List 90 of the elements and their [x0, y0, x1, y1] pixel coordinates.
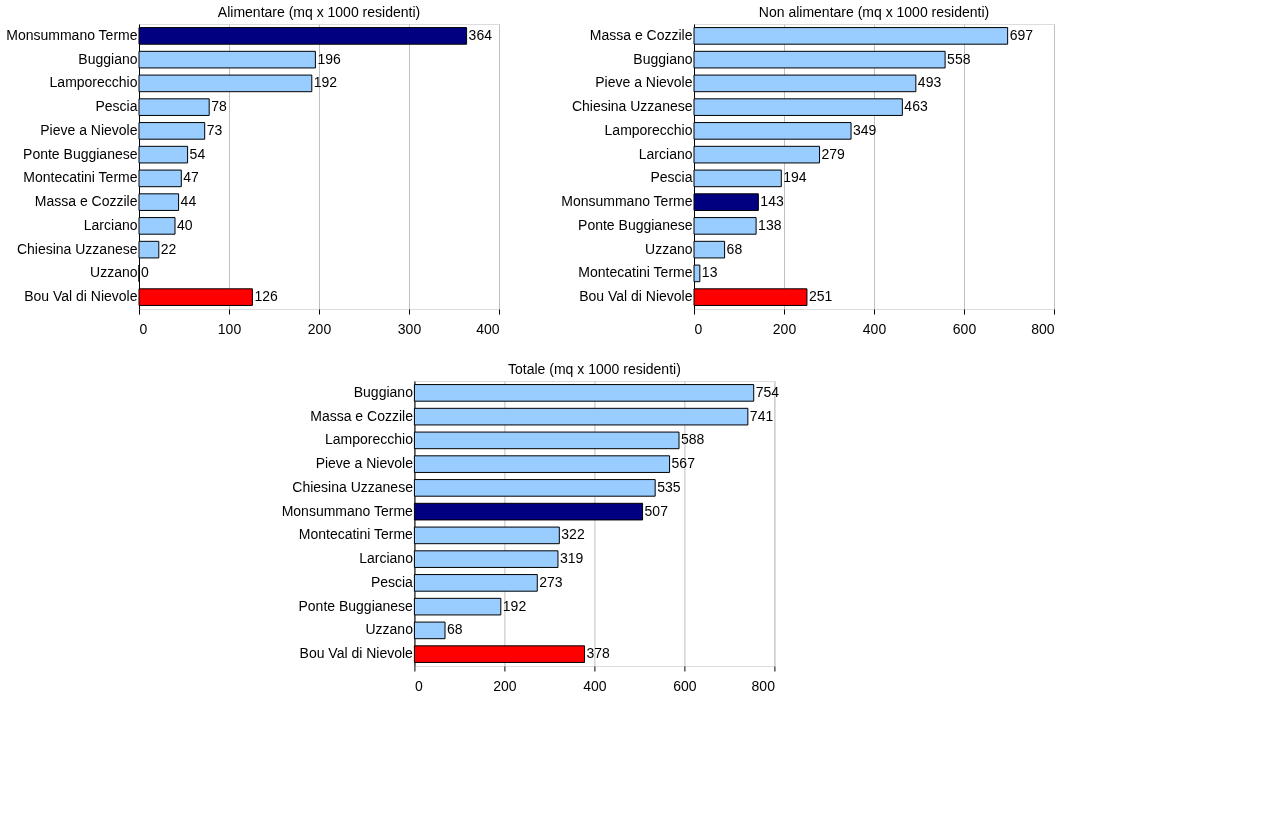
y-tick-label: Massa e Cozzile: [34, 193, 138, 210]
x-tick-label: 0: [414, 677, 423, 694]
y-tick-label: Pescia: [650, 169, 693, 186]
data-label: 78: [211, 98, 227, 115]
y-tick-label: Ponte Buggianese: [578, 216, 693, 233]
x-tick-label: 600: [673, 677, 697, 694]
y-tick-label: Massa e Cozzile: [589, 26, 693, 43]
x-tick-label: 800: [751, 677, 776, 694]
data-label: 588: [681, 431, 705, 448]
x-tick-label: 400: [583, 677, 607, 694]
x-tick-label: 0: [694, 320, 703, 337]
data-label: 567: [671, 455, 696, 472]
y-tick-label: Lamporecchio: [49, 74, 138, 91]
x-tick-label: 400: [476, 320, 500, 337]
y-tick-label: Pescia: [370, 573, 414, 590]
data-label: 126: [254, 288, 278, 305]
data-label: 40: [177, 216, 193, 233]
y-tick-label: Buggiano: [353, 383, 414, 400]
y-tick-label: Uzzano: [90, 264, 138, 281]
data-label: 196: [317, 50, 341, 67]
y-tick-label: Bou Val di Nievole: [299, 645, 414, 662]
x-tick-label: 100: [217, 320, 242, 337]
y-tick-label: Montecatini Terme: [578, 264, 693, 281]
data-label: 251: [808, 288, 833, 305]
data-label: 22: [160, 240, 177, 257]
data-label: 194: [783, 169, 807, 186]
y-tick-label: Bou Val di Nievole: [579, 288, 693, 305]
data-label: 741: [749, 407, 774, 424]
y-tick-label: Monsummano Terme: [281, 502, 414, 519]
data-label: 192: [313, 74, 338, 91]
y-tick-label: Pescia: [95, 98, 138, 115]
y-tick-label: Monsummano Terme: [561, 193, 693, 210]
y-tick-label: Pieve a Nievole: [40, 121, 138, 138]
data-label: 364: [468, 26, 493, 43]
data-label: 697: [1009, 26, 1034, 43]
chart-title: Non alimentare (mq x 1000 residenti): [758, 4, 990, 20]
y-tick-label: Larciano: [359, 550, 414, 567]
y-tick-label: Massa e Cozzile: [310, 407, 414, 424]
y-tick-label: Uzzano: [365, 621, 414, 638]
y-tick-label: Buggiano: [78, 50, 138, 67]
data-label: 68: [726, 240, 743, 257]
y-tick-label: Ponte Buggianese: [298, 597, 414, 614]
data-label: 13: [701, 264, 718, 281]
y-tick-label: Pieve a Nievole: [315, 455, 414, 472]
data-label: 138: [758, 216, 782, 233]
x-tick-label: 800: [1031, 320, 1055, 337]
data-label: 558: [947, 50, 971, 67]
data-label: 319: [559, 550, 584, 567]
data-label: 0: [141, 264, 149, 281]
y-tick-label: Larciano: [83, 216, 138, 233]
data-label: 535: [657, 478, 681, 495]
y-tick-label: Chiesina Uzzanese: [16, 240, 138, 257]
y-tick-label: Uzzano: [645, 240, 693, 257]
data-label: 273: [539, 573, 563, 590]
data-label: 73: [206, 121, 223, 138]
x-tick-label: 0: [139, 320, 148, 337]
y-tick-label: Montecatini Terme: [298, 526, 414, 543]
y-tick-label: Lamporecchio: [324, 431, 414, 448]
x-tick-label: 200: [772, 320, 797, 337]
y-tick-label: Monsummano Terme: [6, 26, 138, 43]
data-label: 68: [447, 621, 463, 638]
x-tick-label: 200: [307, 320, 332, 337]
y-tick-label: Larciano: [638, 145, 693, 162]
y-tick-label: Buggiano: [633, 50, 693, 67]
data-label: 507: [644, 502, 669, 519]
y-tick-label: Chiesina Uzzanese: [292, 478, 414, 495]
chart-title: Alimentare (mq x 1000 residenti): [217, 4, 421, 20]
data-label: 493: [917, 74, 942, 91]
data-label: 47: [183, 169, 200, 186]
data-label: 463: [904, 98, 928, 115]
data-label: 192: [502, 597, 527, 614]
chart-title: Totale (mq x 1000 residenti): [508, 361, 681, 377]
x-tick-label: 300: [397, 320, 422, 337]
data-label: 349: [853, 121, 877, 138]
y-tick-label: Pieve a Nievole: [595, 74, 693, 91]
data-label: 279: [821, 145, 846, 162]
x-tick-label: 400: [862, 320, 887, 337]
data-label: 754: [755, 383, 780, 400]
data-label: 378: [586, 645, 611, 662]
y-tick-label: Chiesina Uzzanese: [571, 98, 693, 115]
y-tick-label: Lamporecchio: [604, 121, 693, 138]
y-tick-label: Bou Val di Nievole: [24, 288, 138, 305]
data-label: 322: [561, 526, 585, 543]
x-tick-label: 200: [493, 677, 517, 694]
y-tick-label: Ponte Buggianese: [23, 145, 138, 162]
x-tick-label: 600: [952, 320, 977, 337]
data-label: 54: [189, 145, 206, 162]
data-label: 44: [180, 193, 197, 210]
y-tick-label: Montecatini Terme: [23, 169, 138, 186]
data-label: 143: [760, 193, 784, 210]
